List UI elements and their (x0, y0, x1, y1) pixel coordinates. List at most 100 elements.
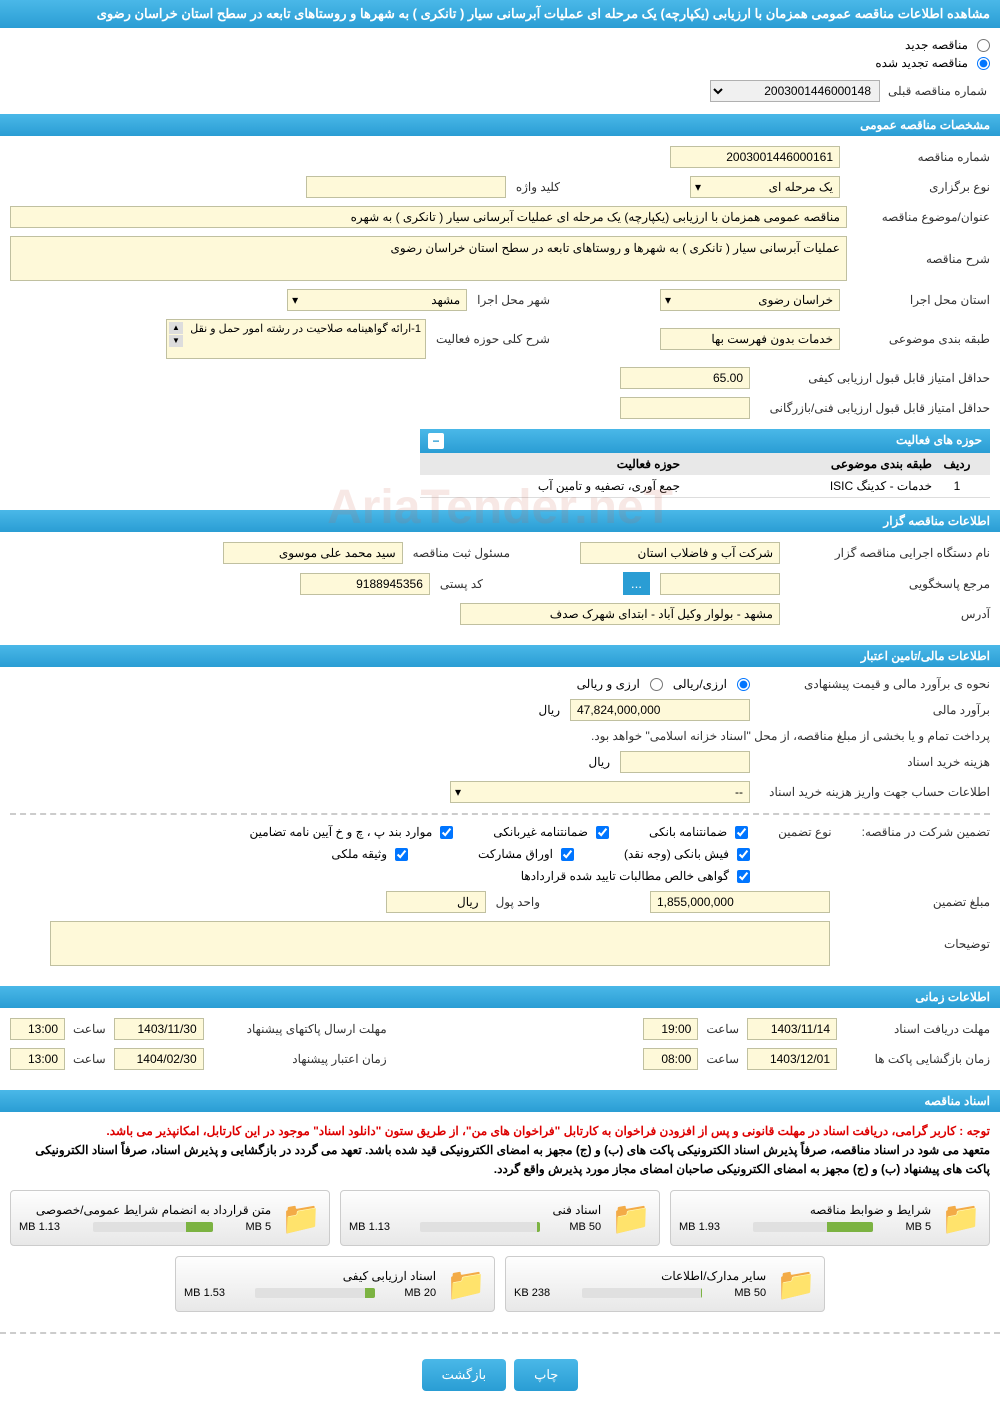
tender-no-label: شماره مناقصه (850, 150, 990, 164)
bylaw-label: موارد بند پ ، چ و خ آیین نامه تضامین (250, 825, 433, 839)
postal-value: 9188945356 (300, 573, 430, 595)
description-value: عملیات آبرسانی سیار ( تانکری ) به شهرها … (10, 236, 847, 281)
validity-time: 13:00 (10, 1048, 65, 1070)
bonds-label: اوراق مشارکت (478, 847, 553, 861)
doc-card[interactable]: 📁 اسناد ارزیابی کیفی 20 MB 1.53 MB (175, 1256, 495, 1312)
doc-max: 20 MB (404, 1287, 436, 1299)
city-select[interactable]: مشهد▾ (287, 289, 467, 311)
currency-rial-label: ارزی/ریالی (673, 677, 727, 691)
progress-bar (255, 1288, 375, 1298)
progress-bar (753, 1222, 873, 1232)
description-label: شرح مناقصه (857, 252, 990, 266)
section-general-specs: مشخصات مناقصه عمومی (0, 114, 1000, 136)
payment-note: پرداخت تمام و یا بخشی از مبلغ مناقصه، از… (591, 729, 990, 743)
bank-receipt-label: فیش بانکی (وجه نقد) (624, 847, 729, 861)
subject-value: مناقصه عمومی همزمان با ارزیابی (یکپارچه)… (10, 206, 847, 228)
more-button[interactable]: ... (623, 572, 650, 595)
proposal-deadline-date: 1403/11/30 (114, 1018, 204, 1040)
currency-both-radio[interactable] (650, 678, 663, 691)
exec-org-label: نام دستگاه اجرایی مناقصه گزار (790, 546, 990, 560)
tender-no-value: 2003001446000161 (670, 146, 840, 168)
scroll-down-icon[interactable]: ▼ (169, 335, 183, 347)
estimate-label: برآورد مالی (760, 703, 990, 717)
bank-guarantee-label: ضمانتنامه بانکی (649, 825, 727, 839)
row-no: 1 (932, 479, 982, 493)
doc-title: سایر مدارک/اطلاعات (514, 1269, 766, 1283)
certificate-check[interactable] (737, 870, 750, 883)
property-check[interactable] (395, 848, 408, 861)
doc-card[interactable]: 📁 متن قرارداد به انضمام شرایط عمومی/خصوص… (10, 1190, 330, 1246)
scroll-up-icon[interactable]: ▲ (169, 322, 183, 334)
folder-icon: 📁 (941, 1199, 981, 1237)
rial-label2: ریال (588, 755, 610, 769)
opening-time: 08:00 (643, 1048, 698, 1070)
responder-value[interactable] (660, 573, 780, 595)
nonbank-guarantee-check[interactable] (596, 826, 609, 839)
progress-bar (93, 1222, 213, 1232)
bank-receipt-check[interactable] (737, 848, 750, 861)
holding-type-value[interactable]: یک مرحله ای▾ (690, 176, 840, 198)
page-title: مشاهده اطلاعات مناقصه عمومی همزمان با ار… (0, 0, 1000, 28)
doc-size: 1.53 MB (184, 1287, 225, 1299)
exec-org-value: شرکت آب و فاضلاب استان (580, 542, 780, 564)
doc-max: 50 MB (569, 1221, 601, 1233)
doc-title: متن قرارداد به انضمام شرایط عمومی/خصوصی (19, 1203, 271, 1217)
activity-table-title: حوزه های فعالیت (896, 433, 982, 449)
guarantee-currency-value: ریال (386, 891, 486, 913)
province-label: استان محل اجرا (850, 293, 990, 307)
doc-max: 5 MB (905, 1221, 931, 1233)
doc-title: شرایط و ضوابط مناقصه (679, 1203, 931, 1217)
doc-max: 5 MB (245, 1221, 271, 1233)
registrar-label: مسئول ثبت مناقصه (413, 546, 510, 560)
subject-label: عنوان/موضوع مناقصه (857, 210, 990, 224)
collapse-icon[interactable]: − (428, 433, 444, 449)
doc-size: 1.13 MB (349, 1221, 390, 1233)
account-info-select[interactable]: --▾ (450, 781, 750, 803)
folder-icon: 📁 (776, 1265, 816, 1303)
renewed-tender-radio[interactable] (977, 57, 990, 70)
doc-card[interactable]: 📁 اسناد فنی 50 MB 1.13 MB (340, 1190, 660, 1246)
guarantee-currency-label: واحد پول (496, 895, 540, 909)
doc-card[interactable]: 📁 شرایط و ضوابط مناقصه 5 MB 1.93 MB (670, 1190, 990, 1246)
prev-tender-select[interactable]: 2003001446000148 (710, 80, 880, 102)
bylaw-check[interactable] (440, 826, 453, 839)
renewed-tender-label: مناقصه تجدید شده (875, 56, 968, 70)
section-timing: اطلاعات زمانی (0, 986, 1000, 1008)
responder-label: مرجع پاسخگویی (790, 577, 990, 591)
estimate-value: 47,824,000,000 (570, 699, 750, 721)
time-label4: ساعت (73, 1052, 106, 1066)
col-row-header: ردیف (932, 457, 982, 471)
province-select[interactable]: خراسان رضوی▾ (660, 289, 840, 311)
registrar-value: سید محمد علی موسوی (223, 542, 403, 564)
separator2 (0, 1332, 1000, 1334)
bonds-check[interactable] (561, 848, 574, 861)
prev-tender-label: شماره مناقصه قبلی (888, 84, 987, 98)
time-label1: ساعت (706, 1022, 739, 1036)
doc-card[interactable]: 📁 سایر مدارک/اطلاعات 50 MB 238 KB (505, 1256, 825, 1312)
receive-deadline-date: 1403/11/14 (747, 1018, 837, 1040)
holding-type-label: نوع برگزاری (850, 180, 990, 194)
keyword-input[interactable] (306, 176, 506, 198)
col-category-header: طبقه بندی موضوعی (680, 457, 932, 471)
folder-icon: 📁 (281, 1199, 321, 1237)
new-tender-radio[interactable] (977, 39, 990, 52)
activity-scope-value[interactable]: 1-ارائه گواهینامه صلاحیت در رشته امور حم… (166, 319, 426, 359)
city-label: شهر محل اجرا (477, 293, 550, 307)
category-value: خدمات بدون فهرست بها (660, 328, 840, 350)
time-label2: ساعت (73, 1022, 106, 1036)
postal-label: کد پستی (440, 577, 483, 591)
currency-rial-radio[interactable] (737, 678, 750, 691)
guarantee-notes-label: توضیحات (840, 937, 990, 951)
address-label: آدرس (790, 607, 990, 621)
doc-title: اسناد ارزیابی کیفی (184, 1269, 436, 1283)
back-button[interactable]: بازگشت (422, 1359, 506, 1391)
opening-label: زمان بازگشایی پاکت ها (845, 1052, 990, 1066)
separator (10, 813, 990, 815)
table-row: 1 خدمات - کدینگ ISIC جمع آوری، تصفیه و ت… (420, 475, 990, 498)
print-button[interactable]: چاپ (514, 1359, 578, 1391)
doc-size: 1.13 MB (19, 1221, 60, 1233)
time-label3: ساعت (706, 1052, 739, 1066)
guarantee-notes-value[interactable] (50, 921, 830, 966)
bank-guarantee-check[interactable] (735, 826, 748, 839)
progress-bar (582, 1288, 702, 1298)
